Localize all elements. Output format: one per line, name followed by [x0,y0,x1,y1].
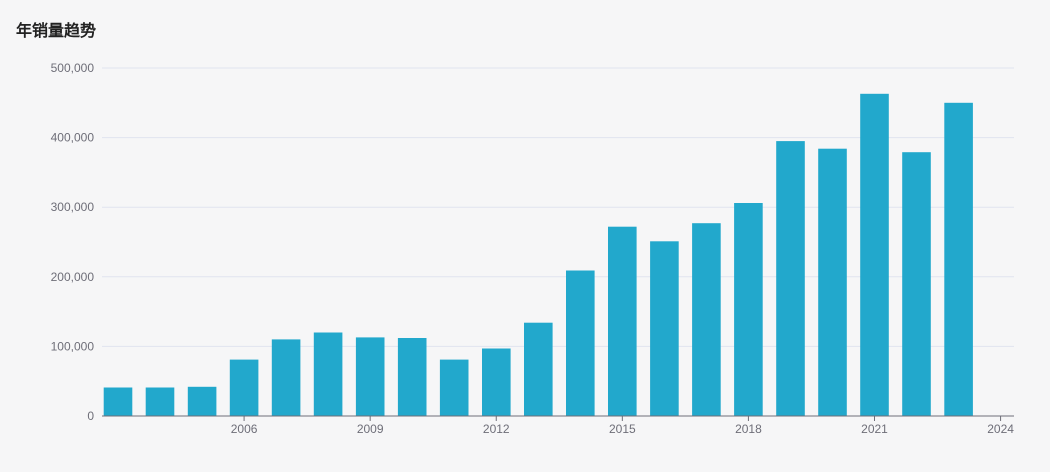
bar-2009[interactable] [355,337,385,416]
x-tick-label: 2015 [609,422,636,436]
bar-2013[interactable] [524,322,553,416]
y-tick-label: 0 [87,409,94,423]
x-tick-label: 2024 [987,422,1014,436]
y-tick-label: 300,000 [51,200,95,214]
x-tick-label: 2021 [861,422,888,436]
x-tick-label: 2006 [231,422,258,436]
bar-2016[interactable] [650,241,679,416]
bar-2017[interactable] [692,223,721,416]
bar-2023[interactable] [944,102,973,417]
x-axis: 2006 2009 2012 2015 2018 2021 2024 [102,415,1014,436]
bar-2005[interactable] [187,386,217,416]
bar-2018[interactable] [734,203,763,416]
x-tick-label: 2012 [483,422,510,436]
bar-2006[interactable] [229,359,259,416]
y-tick-label: 400,000 [51,131,95,145]
bar-2014[interactable] [566,270,595,417]
bar-2019[interactable] [776,141,805,416]
y-axis-ticks: 0 100,000 200,000 300,000 400,000 500,000 [51,61,95,423]
y-tick-label: 100,000 [51,339,95,353]
bar-2010[interactable] [397,338,427,416]
x-tick-label: 2018 [735,422,762,436]
bars [103,93,973,417]
bar-2022[interactable] [902,152,931,416]
y-tick-label: 200,000 [51,270,95,284]
bar-2012[interactable] [482,348,511,417]
x-tick-label: 2009 [357,422,384,436]
bar-2004[interactable] [145,387,175,417]
bar-2011[interactable] [439,359,469,416]
bar-2008[interactable] [313,332,343,417]
bar-2020[interactable] [818,148,847,416]
bar-2021[interactable] [860,93,889,417]
bar-2015[interactable] [608,226,637,416]
y-tick-label: 500,000 [51,61,95,75]
chart-title: 年销量趋势 [16,21,97,40]
bar-2007[interactable] [271,339,301,416]
bar-2003[interactable] [103,387,133,417]
